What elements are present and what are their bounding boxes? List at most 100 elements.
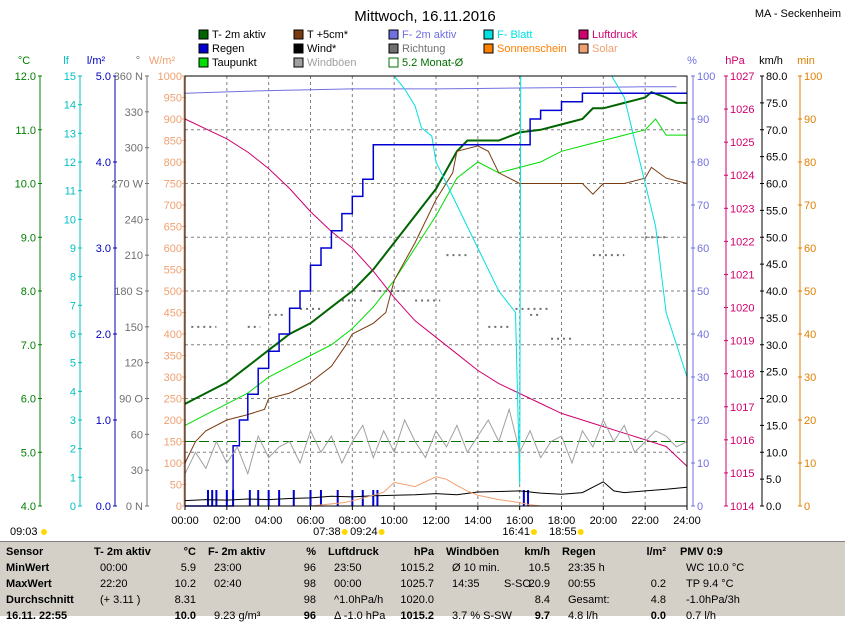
- stats-header-unit: hPa: [413, 546, 434, 558]
- series-windb-en: [184, 407, 688, 476]
- right-axes: 0102030405060708090100%10141015101610171…: [687, 55, 822, 513]
- stats-cell-value: 10.0: [174, 610, 196, 622]
- humidity-tick-label: 80: [697, 157, 709, 169]
- stats-cell-value: 98: [303, 578, 316, 590]
- stats-column: Luftdruck hPa 23:50 1015.2 00:00 1025.7 ^1.0hP…: [328, 542, 442, 622]
- stats-row: ^1.0hPa/h 1020.0: [328, 592, 442, 608]
- stats-row: 9.23 g/m³ 96: [208, 608, 324, 624]
- lf-tick-label: 15: [64, 71, 76, 83]
- stats-row: (+ 3.11 ) 8.31: [94, 592, 204, 608]
- x-tick-label: 18:00: [548, 515, 576, 527]
- rain-tick-label: 4.0: [96, 157, 111, 169]
- humidity-tick-label: 40: [697, 329, 709, 341]
- dir-tick-label: 360 N: [114, 71, 143, 83]
- stats-row: 3.7 % S-SW 9.7: [446, 608, 558, 624]
- pressure-tick-label: 1026: [730, 104, 754, 116]
- stats-cell-label: MaxWert: [6, 578, 52, 590]
- pressure-tick-label: 1015: [730, 468, 754, 480]
- wind-tick-label: 70.0: [766, 125, 787, 137]
- temp-tick-label: 4.0: [21, 501, 36, 513]
- solar-tick-label: 100: [164, 458, 182, 470]
- lf-tick-label: 14: [64, 100, 76, 112]
- stats-row: 10.0: [94, 608, 204, 624]
- dir-tick-label: 180 S: [114, 286, 143, 298]
- sun-event-label: 09:24: [350, 526, 378, 538]
- solar-tick-label: 700: [164, 200, 182, 212]
- legend-label: T- 2m aktiv: [212, 29, 266, 41]
- wind-tick-label: 25.0: [766, 367, 787, 379]
- minutes-tick-label: 10: [804, 458, 816, 470]
- solar-tick-label: 350: [164, 351, 182, 363]
- lf-axis-unit: lf: [63, 55, 69, 67]
- x-tick-label: 12:00: [422, 515, 450, 527]
- stats-cell-label: 23:00: [214, 562, 242, 574]
- stats-cell-value: 20.9: [528, 578, 550, 590]
- stats-row: 8.4: [446, 592, 558, 608]
- sun-event-label: 16:41: [502, 526, 530, 538]
- stats-cell-value: 96: [303, 610, 316, 622]
- series-f-2m-aktiv: [184, 86, 677, 94]
- solar-tick-label: 900: [164, 114, 182, 126]
- stats-row: Durchschnitt: [6, 592, 92, 608]
- stats-cell-label: 00:00: [334, 578, 362, 590]
- pressure-tick-label: 1019: [730, 336, 754, 348]
- humidity-tick-label: 100: [697, 71, 715, 83]
- stats-cell-value: 8.31: [174, 594, 196, 606]
- lf-tick-label: 4: [70, 386, 76, 398]
- sun-event-label: 18:55: [549, 526, 577, 538]
- lf-tick-label: 10: [64, 214, 76, 226]
- stats-cell-direction: S-SO: [504, 578, 531, 590]
- lf-tick-label: 7: [70, 300, 76, 312]
- rain-tick-label: 5.0: [96, 71, 111, 83]
- legend-label: Taupunkt: [212, 57, 257, 69]
- legend-label: Wind*: [307, 43, 337, 55]
- solar-tick-label: 450: [164, 308, 182, 320]
- solar-tick-label: 50: [170, 480, 182, 492]
- wind-tick-label: 45.0: [766, 259, 787, 271]
- solar-tick-label: 650: [164, 222, 182, 234]
- legend-swatch: [388, 43, 399, 54]
- stats-cell-value: 4.8: [650, 594, 666, 606]
- series-solar: [185, 476, 687, 507]
- stats-cell-label: ^1.0hPa/h: [334, 594, 384, 606]
- stats-row: WC 10.0 °C: [680, 560, 830, 576]
- minutes-tick-label: 80: [804, 157, 816, 169]
- stats-cell-label: 0.7 l/h: [686, 610, 716, 622]
- series-luftdruck: [184, 118, 688, 467]
- sun-icon: [577, 529, 584, 535]
- pressure-axis-unit: hPa: [725, 55, 745, 67]
- plot-background: [185, 76, 687, 506]
- lf-tick-label: 5: [70, 358, 76, 370]
- stats-cell-label: 02:40: [214, 578, 242, 590]
- solar-tick-label: 550: [164, 265, 182, 277]
- x-tick-label: 16:00: [506, 515, 534, 527]
- stats-header-label: Luftdruck: [328, 546, 379, 558]
- lf-tick-label: 12: [64, 157, 76, 169]
- lf-tick-label: 2: [70, 444, 76, 456]
- stats-row: 0.7 l/h: [680, 608, 830, 624]
- stats-cell-label: WC 10.0 °C: [686, 562, 745, 574]
- wind-tick-label: 75.0: [766, 98, 787, 110]
- rain-axis-unit: l/m²: [87, 55, 106, 67]
- stats-row: 00:00 1025.7: [328, 576, 442, 592]
- solar-tick-label: 1000: [158, 71, 182, 83]
- temp-tick-label: 10.0: [15, 179, 36, 191]
- solar-tick-label: 400: [164, 329, 182, 341]
- dir-tick-label: 300: [125, 143, 143, 155]
- stats-row: 02:40 98: [208, 576, 324, 592]
- legend: T- 2m aktiv T +5cm* F- 2m aktiv F- Blatt Luf…: [198, 29, 638, 69]
- solar-tick-label: 150: [164, 437, 182, 449]
- chart-title: Mittwoch, 16.11.2016: [354, 8, 495, 25]
- stats-header-label: T- 2m aktiv: [94, 546, 151, 558]
- series-t-2m-aktiv: [184, 90, 687, 405]
- stats-cell-label: 9.23 g/m³: [214, 610, 261, 622]
- stats-cell-label: 4.8 l/h: [568, 610, 598, 622]
- pressure-tick-label: 1017: [730, 402, 754, 414]
- stats-cell-label: -1.0hPa/3h: [686, 594, 740, 606]
- stats-cell-label: 16.11. 22:55: [6, 610, 68, 622]
- minutes-tick-label: 60: [804, 243, 816, 255]
- wind-tick-label: 40.0: [766, 286, 787, 298]
- solar-axis-unit: W/m²: [149, 55, 176, 67]
- wind-tick-label: 35.0: [766, 313, 787, 325]
- lf-tick-label: 6: [70, 329, 76, 341]
